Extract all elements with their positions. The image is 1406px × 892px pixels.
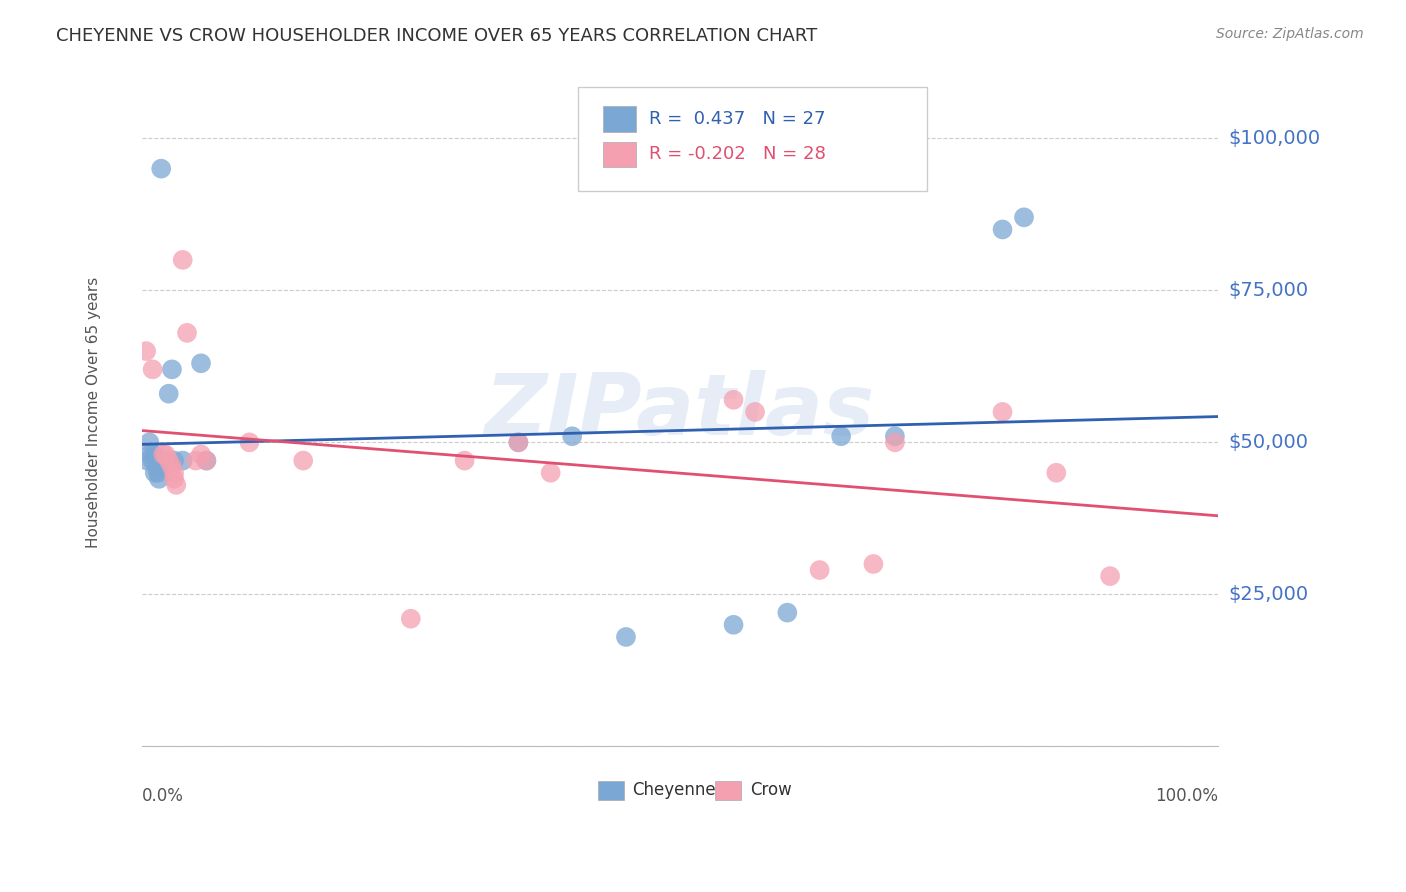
Point (152, 448, 174, 462)
Point (292, 453, 315, 467)
Point (561, 429, 583, 443)
Point (195, 453, 218, 467)
Text: CHEYENNE VS CROW HOUSEHOLDER INCOME OVER 65 YEARS CORRELATION CHART: CHEYENNE VS CROW HOUSEHOLDER INCOME OVER… (56, 27, 817, 45)
Text: Crow: Crow (749, 780, 792, 799)
Point (163, 466, 186, 480)
Point (150, 453, 173, 467)
FancyBboxPatch shape (603, 106, 636, 132)
FancyBboxPatch shape (603, 142, 636, 167)
Text: Householder Income Over 65 years: Householder Income Over 65 years (86, 277, 101, 548)
Text: $100,000: $100,000 (1229, 128, 1320, 148)
Point (1099, 569, 1122, 583)
Point (143, 448, 166, 462)
Point (142, 453, 165, 467)
Point (138, 435, 160, 450)
Text: $25,000: $25,000 (1229, 585, 1309, 604)
Text: 0.0%: 0.0% (142, 787, 184, 805)
Text: ZIPatlas: ZIPatlas (485, 370, 875, 453)
Text: $50,000: $50,000 (1229, 433, 1309, 452)
Point (238, 435, 260, 450)
Point (991, 222, 1014, 236)
FancyBboxPatch shape (598, 781, 624, 800)
Point (152, 459, 174, 474)
Point (155, 448, 177, 462)
Text: 100.0%: 100.0% (1154, 787, 1218, 805)
Point (614, 630, 637, 644)
Point (190, 356, 212, 370)
Point (830, 429, 852, 443)
Point (135, 344, 157, 359)
Text: Source: ZipAtlas.com: Source: ZipAtlas.com (1216, 27, 1364, 41)
Point (157, 386, 180, 401)
Point (776, 606, 799, 620)
Point (143, 466, 166, 480)
Point (195, 453, 218, 467)
Point (723, 392, 745, 407)
Text: R =  0.437   N = 27: R = 0.437 N = 27 (648, 110, 825, 128)
Point (1012, 211, 1035, 225)
Point (453, 453, 475, 467)
Point (399, 612, 422, 626)
Point (884, 429, 907, 443)
Point (176, 326, 198, 340)
Text: Cheyenne: Cheyenne (633, 780, 716, 799)
Point (163, 453, 186, 467)
Point (1045, 466, 1067, 480)
Point (160, 459, 183, 474)
Point (146, 459, 169, 474)
Text: R = -0.202   N = 28: R = -0.202 N = 28 (648, 145, 825, 163)
Point (139, 448, 162, 462)
Point (808, 563, 831, 577)
Point (184, 453, 207, 467)
Point (165, 478, 187, 492)
Point (163, 472, 186, 486)
Point (744, 405, 766, 419)
FancyBboxPatch shape (716, 781, 741, 800)
Point (723, 617, 745, 632)
Point (540, 466, 562, 480)
Point (991, 405, 1014, 419)
Point (508, 435, 530, 450)
Point (862, 557, 884, 571)
Point (142, 362, 165, 376)
Text: $75,000: $75,000 (1229, 281, 1309, 300)
Point (508, 435, 530, 450)
FancyBboxPatch shape (578, 87, 927, 191)
Point (160, 362, 183, 376)
Point (172, 252, 194, 267)
Point (146, 466, 169, 480)
Point (136, 453, 159, 467)
Point (172, 453, 194, 467)
Point (884, 435, 907, 450)
Point (150, 161, 173, 176)
Point (157, 453, 180, 467)
Point (148, 472, 170, 486)
Point (190, 448, 212, 462)
